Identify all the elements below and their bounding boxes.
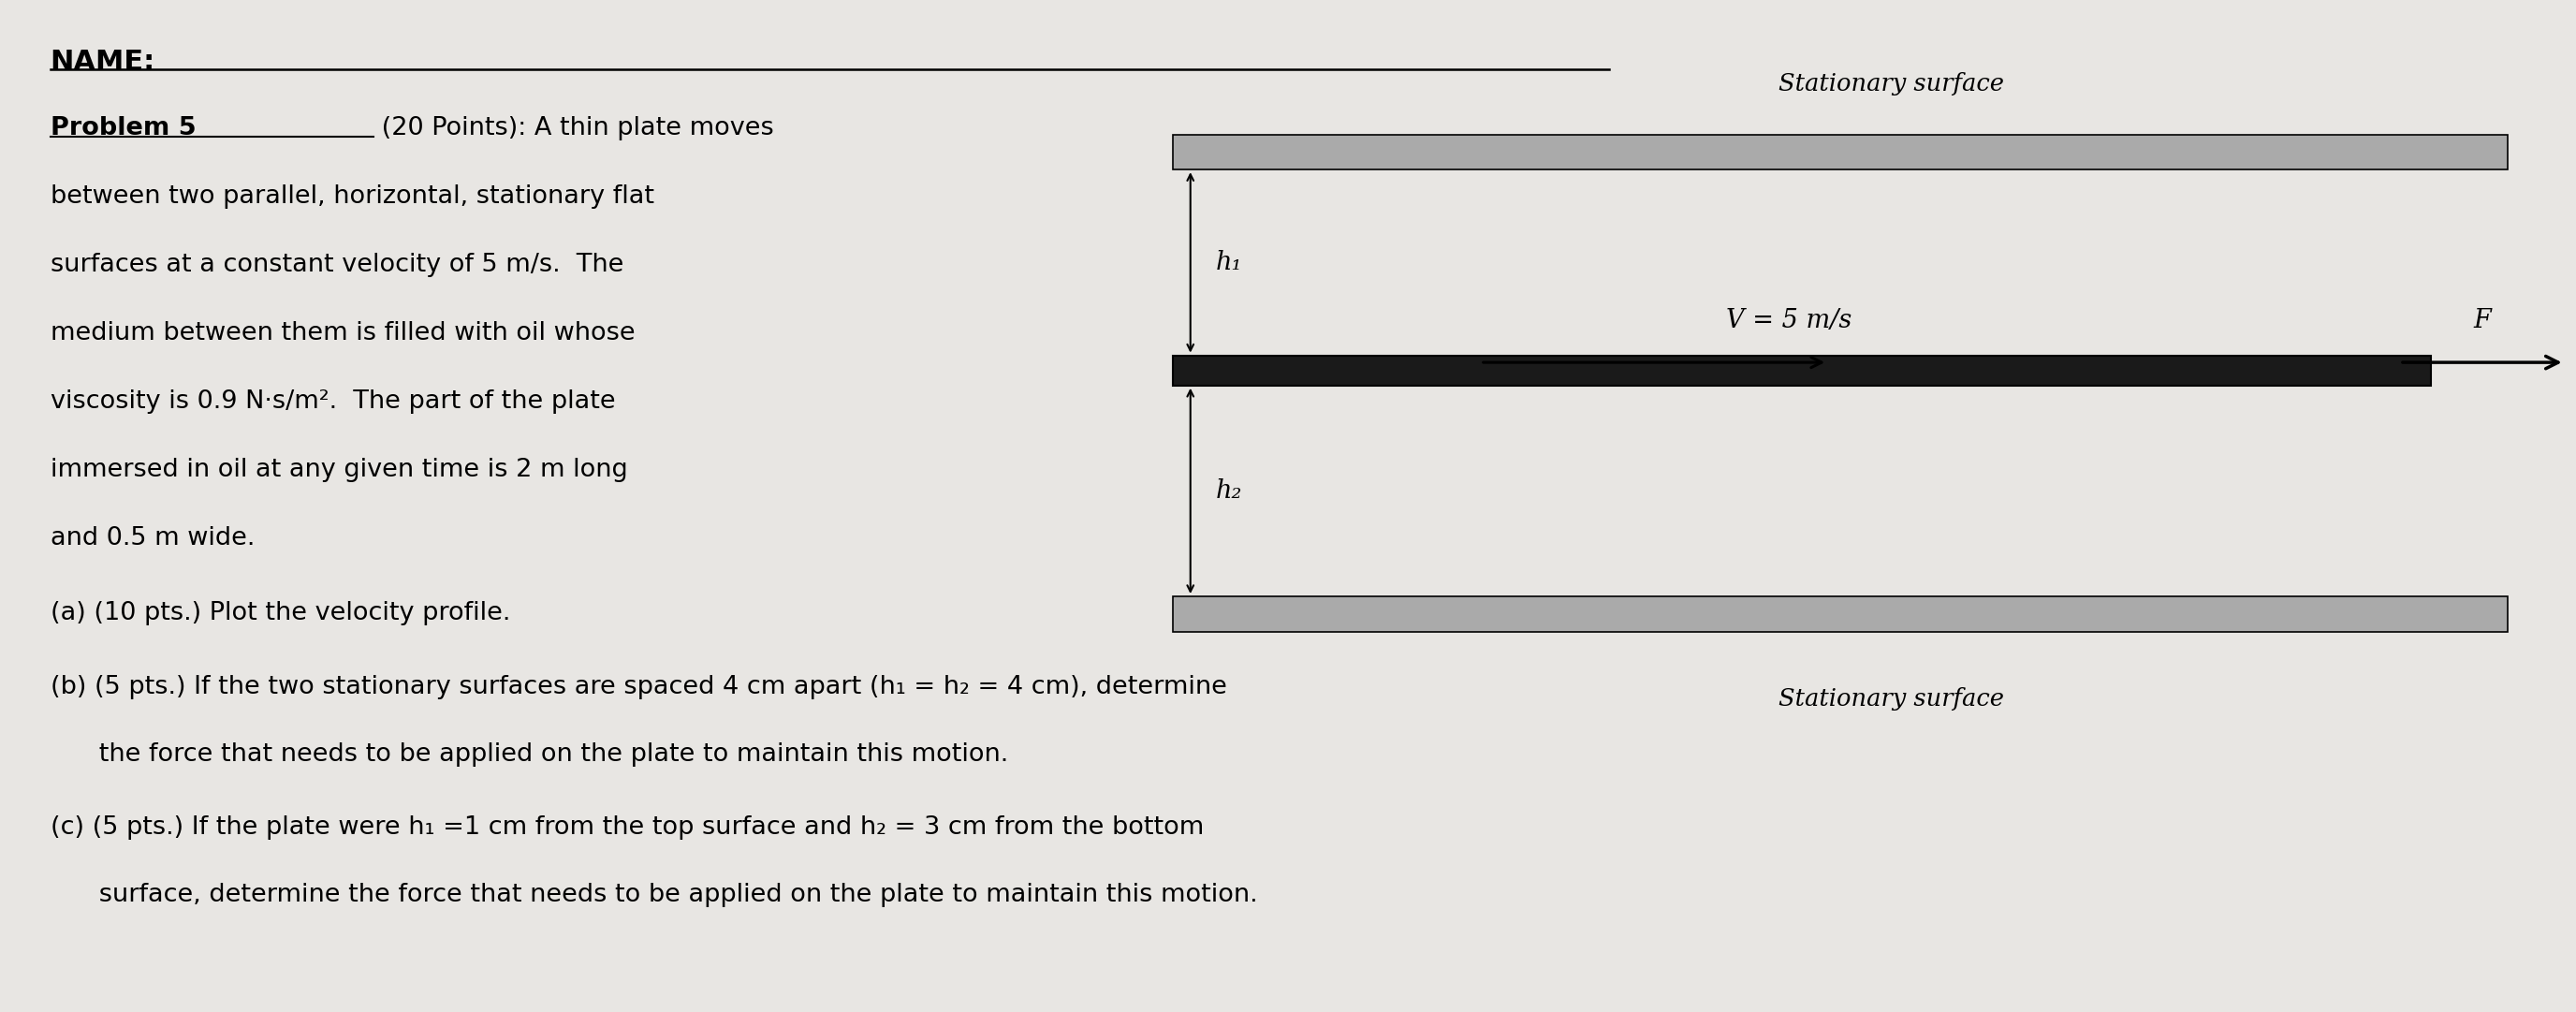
- Text: V = 5 m/s: V = 5 m/s: [1726, 308, 1852, 333]
- Text: medium between them is filled with oil whose: medium between them is filled with oil w…: [49, 321, 634, 345]
- Text: h₂: h₂: [1216, 479, 1242, 504]
- Text: the force that needs to be applied on the plate to maintain this motion.: the force that needs to be applied on th…: [49, 742, 1007, 766]
- Text: (c) (5 pts.) If the plate were h₁ =1 cm from the top surface and h₂ = 3 cm from : (c) (5 pts.) If the plate were h₁ =1 cm …: [49, 816, 1203, 840]
- Text: (20 Points): A thin plate moves: (20 Points): A thin plate moves: [374, 116, 775, 141]
- Text: F: F: [2473, 308, 2491, 333]
- Text: surface, determine the force that needs to be applied on the plate to maintain t: surface, determine the force that needs …: [49, 882, 1257, 907]
- Bar: [1172, 355, 2432, 386]
- Text: Stationary surface: Stationary surface: [1780, 73, 2004, 96]
- Bar: [1172, 135, 2509, 170]
- Text: and 0.5 m wide.: and 0.5 m wide.: [49, 526, 255, 551]
- Text: Stationary surface: Stationary surface: [1780, 687, 2004, 710]
- Text: NAME:: NAME:: [49, 50, 155, 76]
- Bar: [1172, 596, 2509, 631]
- Text: Problem 5: Problem 5: [49, 116, 196, 141]
- Text: surfaces at a constant velocity of 5 m/s.  The: surfaces at a constant velocity of 5 m/s…: [49, 253, 623, 277]
- Text: between two parallel, horizontal, stationary flat: between two parallel, horizontal, statio…: [49, 184, 654, 209]
- Text: viscosity is 0.9 N·s/m².  The part of the plate: viscosity is 0.9 N·s/m². The part of the…: [49, 390, 616, 414]
- Text: (b) (5 pts.) If the two stationary surfaces are spaced 4 cm apart (h₁ = h₂ = 4 c: (b) (5 pts.) If the two stationary surfa…: [49, 675, 1226, 699]
- Text: (a) (10 pts.) Plot the velocity profile.: (a) (10 pts.) Plot the velocity profile.: [49, 601, 510, 625]
- Text: immersed in oil at any given time is 2 m long: immersed in oil at any given time is 2 m…: [49, 457, 629, 482]
- Text: h₁: h₁: [1216, 250, 1242, 275]
